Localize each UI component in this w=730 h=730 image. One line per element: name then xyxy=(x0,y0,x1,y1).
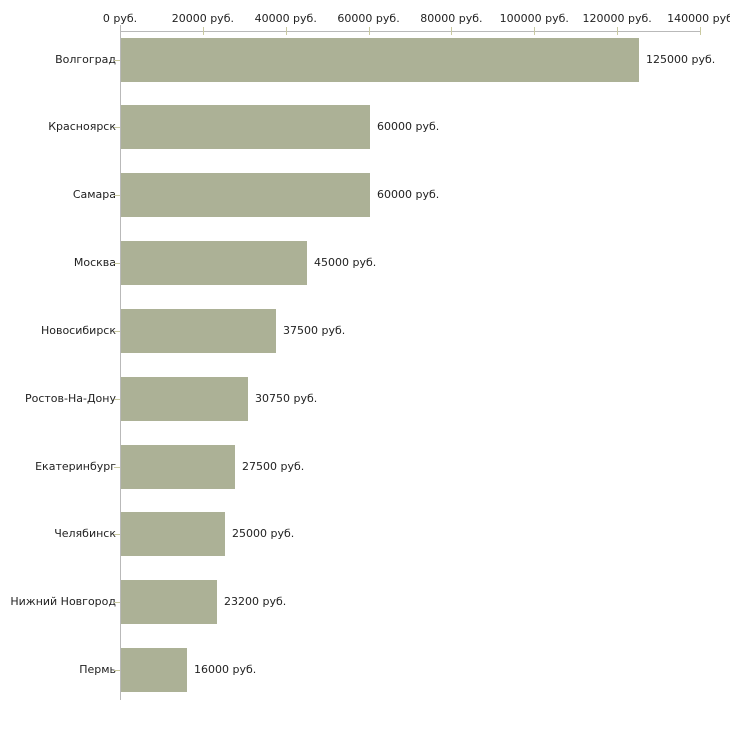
value-label: 30750 руб. xyxy=(255,391,318,405)
x-tick-mark xyxy=(700,27,701,35)
bar xyxy=(121,648,187,692)
category-label: Челябинск xyxy=(54,527,116,541)
value-label: 37500 руб. xyxy=(283,323,346,337)
bar xyxy=(121,105,370,149)
value-label: 45000 руб. xyxy=(314,256,377,270)
category-label: Екатеринбург xyxy=(35,459,116,473)
x-tick-label: 0 руб. xyxy=(102,12,138,25)
value-label: 60000 руб. xyxy=(377,120,440,134)
category-tick-mark xyxy=(114,263,120,264)
category-label: Нижний Новгород xyxy=(10,595,116,609)
x-tick-mark xyxy=(120,25,121,31)
value-label: 16000 руб. xyxy=(194,663,257,677)
category-tick-mark xyxy=(114,60,120,61)
y-axis-line xyxy=(120,31,121,700)
value-label: 25000 руб. xyxy=(232,527,295,541)
bar xyxy=(121,512,225,556)
bar xyxy=(121,309,276,353)
x-tick-mark xyxy=(534,27,535,35)
x-tick-mark xyxy=(286,27,287,35)
category-label: Новосибирск xyxy=(40,323,116,337)
bar xyxy=(121,241,307,285)
x-tick-mark xyxy=(451,27,452,35)
bar xyxy=(121,580,217,624)
category-tick-mark xyxy=(114,195,120,196)
bar xyxy=(121,173,370,217)
category-label: Волгоград xyxy=(55,52,116,66)
x-axis-line xyxy=(120,31,701,32)
x-tick-label: 40000 руб. xyxy=(254,12,317,25)
value-label: 125000 руб. xyxy=(646,52,716,66)
category-tick-mark xyxy=(114,670,120,671)
category-label: Самара xyxy=(72,188,116,202)
x-tick-label: 80000 руб. xyxy=(420,12,483,25)
category-tick-mark xyxy=(114,399,120,400)
category-tick-mark xyxy=(114,467,120,468)
category-label: Ростов-На-Дону xyxy=(24,391,116,405)
x-tick-label: 100000 руб. xyxy=(499,12,569,25)
category-tick-mark xyxy=(114,331,120,332)
x-tick-mark xyxy=(617,27,618,35)
category-label: Москва xyxy=(73,256,116,270)
category-label: Пермь xyxy=(79,663,116,677)
category-tick-mark xyxy=(114,127,120,128)
x-tick-label: 60000 руб. xyxy=(337,12,400,25)
bar xyxy=(121,377,248,421)
value-label: 60000 руб. xyxy=(377,188,440,202)
value-label: 27500 руб. xyxy=(242,459,305,473)
bar xyxy=(121,445,235,489)
x-tick-mark xyxy=(203,27,204,35)
x-tick-mark xyxy=(369,27,370,35)
bar xyxy=(121,38,639,82)
value-label: 23200 руб. xyxy=(224,595,287,609)
x-tick-label: 120000 руб. xyxy=(582,12,652,25)
category-tick-mark xyxy=(114,602,120,603)
x-tick-label: 140000 руб xyxy=(667,12,730,25)
x-tick-label: 20000 руб. xyxy=(171,12,234,25)
category-label: Красноярск xyxy=(48,120,116,134)
category-tick-mark xyxy=(114,534,120,535)
